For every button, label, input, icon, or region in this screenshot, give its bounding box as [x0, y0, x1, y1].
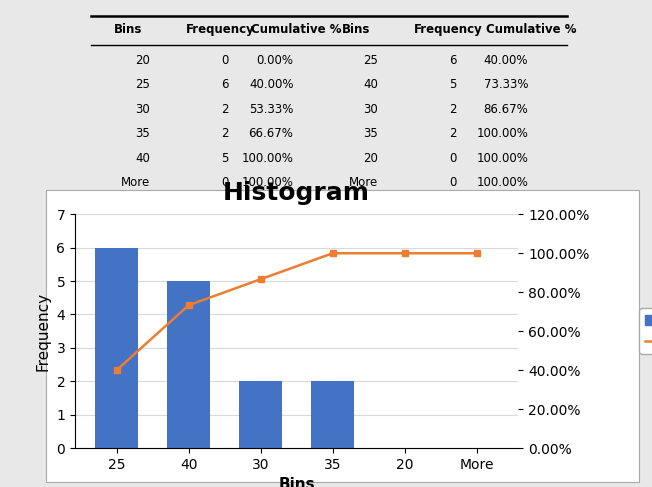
Text: Frequency: Frequency [186, 23, 254, 36]
Text: 100.00%: 100.00% [476, 127, 528, 140]
Text: 2: 2 [220, 127, 228, 140]
Text: 86.67%: 86.67% [483, 103, 528, 116]
Bar [167, 281, 211, 448]
Text: 53.33%: 53.33% [249, 103, 293, 116]
Bar [239, 381, 282, 448]
Text: Cumulative %: Cumulative % [251, 23, 342, 36]
Text: 30: 30 [135, 103, 150, 116]
Text: 0: 0 [449, 176, 456, 189]
Text: 30: 30 [363, 103, 378, 116]
Text: 20: 20 [135, 54, 150, 67]
Text: 35: 35 [135, 127, 150, 140]
Text: Bins: Bins [114, 23, 143, 36]
Text: 40: 40 [135, 151, 150, 165]
Text: 40.00%: 40.00% [484, 54, 528, 67]
Text: More: More [349, 176, 378, 189]
Text: 0: 0 [221, 176, 228, 189]
Text: 66.67%: 66.67% [248, 127, 293, 140]
Text: 2: 2 [449, 103, 456, 116]
Text: 40: 40 [363, 78, 378, 92]
Title: Histogram: Histogram [223, 181, 370, 206]
Text: 73.33%: 73.33% [484, 78, 528, 92]
Y-axis label: Frequency: Frequency [36, 292, 51, 371]
Text: 25: 25 [363, 54, 378, 67]
Text: 0: 0 [221, 54, 228, 67]
Text: 100.00%: 100.00% [241, 151, 293, 165]
Text: 100.00%: 100.00% [241, 176, 293, 189]
Text: Cumulative %: Cumulative % [486, 23, 576, 36]
Text: 35: 35 [363, 127, 378, 140]
Text: 0.00%: 0.00% [256, 54, 293, 67]
Text: 100.00%: 100.00% [476, 151, 528, 165]
Text: Frequency: Frequency [414, 23, 482, 36]
Text: 6: 6 [449, 54, 456, 67]
Text: 5: 5 [449, 78, 456, 92]
Text: 25: 25 [135, 78, 150, 92]
Bar [95, 248, 138, 448]
Text: 40.00%: 40.00% [249, 78, 293, 92]
Text: 5: 5 [221, 151, 228, 165]
Legend: Frequency, Cumulative %: Frequency, Cumulative % [640, 308, 652, 354]
Text: 0: 0 [449, 151, 456, 165]
Bar [311, 381, 354, 448]
Text: 20: 20 [363, 151, 378, 165]
X-axis label: Bins: Bins [278, 477, 315, 487]
Text: 6: 6 [220, 78, 228, 92]
Text: 2: 2 [449, 127, 456, 140]
Text: 100.00%: 100.00% [476, 176, 528, 189]
Text: 2: 2 [220, 103, 228, 116]
Text: More: More [121, 176, 150, 189]
Text: Bins: Bins [342, 23, 371, 36]
